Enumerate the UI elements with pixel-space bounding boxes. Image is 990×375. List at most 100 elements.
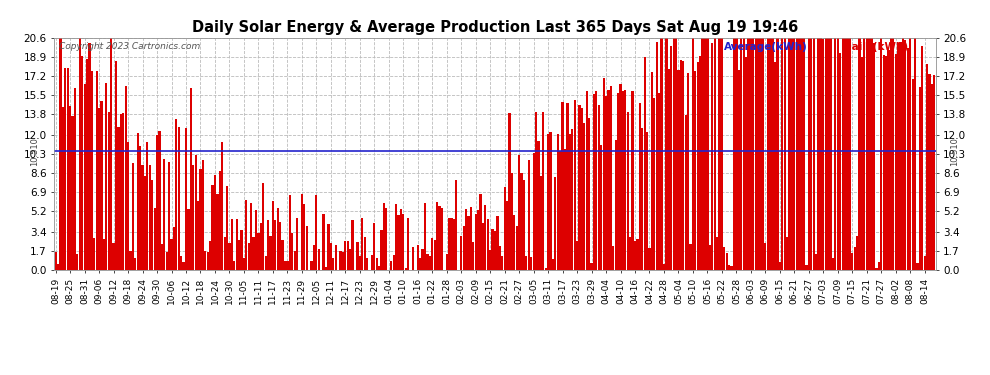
Bar	[568, 134, 571, 270]
Bar	[484, 205, 486, 270]
Bar	[333, 258, 335, 270]
Bar	[455, 180, 457, 270]
Bar	[653, 98, 655, 270]
Bar	[642, 128, 644, 270]
Bar	[914, 38, 916, 270]
Bar	[325, 267, 327, 270]
Bar	[709, 245, 711, 270]
Bar	[526, 256, 528, 270]
Bar	[221, 142, 224, 270]
Bar	[603, 78, 605, 270]
Bar	[711, 43, 714, 270]
Bar	[766, 39, 769, 270]
Bar	[583, 123, 585, 270]
Bar	[813, 38, 815, 270]
Bar	[214, 175, 216, 270]
Bar	[551, 260, 554, 270]
Bar	[556, 134, 559, 270]
Bar	[113, 243, 115, 270]
Bar	[757, 38, 759, 270]
Bar	[187, 209, 189, 270]
Bar	[535, 112, 538, 270]
Bar	[103, 240, 105, 270]
Bar	[672, 38, 675, 270]
Bar	[450, 219, 452, 270]
Bar	[246, 200, 248, 270]
Bar	[593, 94, 595, 270]
Bar	[465, 209, 467, 270]
Bar	[530, 257, 533, 270]
Bar	[627, 112, 629, 270]
Bar	[598, 105, 600, 270]
Bar	[675, 38, 677, 270]
Bar	[509, 113, 511, 270]
Bar	[96, 71, 98, 270]
Bar	[573, 100, 576, 270]
Bar	[105, 83, 108, 270]
Bar	[202, 160, 204, 270]
Bar	[549, 132, 551, 270]
Bar	[612, 246, 615, 270]
Bar	[380, 230, 383, 270]
Text: 10.510: 10.510	[31, 137, 40, 166]
Bar	[269, 236, 271, 270]
Bar	[561, 102, 563, 270]
Bar	[667, 69, 670, 270]
Bar	[125, 86, 127, 270]
Bar	[241, 231, 243, 270]
Bar	[276, 209, 279, 270]
Bar	[257, 233, 259, 270]
Bar	[195, 155, 197, 270]
Bar	[405, 268, 407, 270]
Bar	[875, 268, 877, 270]
Bar	[296, 218, 298, 270]
Bar	[692, 38, 694, 270]
Bar	[351, 219, 353, 270]
Bar	[622, 91, 624, 270]
Bar	[842, 38, 843, 270]
Bar	[439, 206, 441, 270]
Bar	[117, 127, 120, 270]
Bar	[902, 38, 904, 270]
Bar	[738, 70, 740, 270]
Bar	[706, 38, 709, 270]
Bar	[543, 112, 545, 270]
Bar	[252, 237, 254, 270]
Bar	[175, 119, 177, 270]
Bar	[660, 38, 662, 270]
Bar	[407, 218, 409, 270]
Bar	[315, 195, 318, 270]
Bar	[752, 38, 754, 270]
Text: Average(kWh): Average(kWh)	[724, 42, 808, 52]
Bar	[182, 262, 185, 270]
Bar	[719, 38, 721, 270]
Bar	[716, 237, 718, 270]
Bar	[491, 229, 494, 270]
Bar	[887, 50, 890, 270]
Bar	[749, 38, 752, 270]
Bar	[424, 203, 426, 270]
Bar	[303, 204, 305, 270]
Bar	[328, 224, 330, 270]
Bar	[212, 185, 214, 270]
Bar	[472, 242, 474, 270]
Bar	[291, 233, 293, 270]
Bar	[139, 146, 142, 270]
Bar	[796, 38, 798, 270]
Bar	[489, 250, 491, 270]
Bar	[863, 38, 865, 270]
Bar	[808, 38, 810, 270]
Bar	[192, 165, 194, 270]
Bar	[115, 61, 117, 270]
Bar	[523, 180, 525, 270]
Bar	[885, 56, 887, 270]
Bar	[284, 261, 286, 270]
Bar	[197, 201, 199, 270]
Bar	[544, 268, 546, 270]
Bar	[64, 68, 66, 270]
Bar	[655, 42, 657, 270]
Bar	[634, 241, 637, 270]
Bar	[840, 53, 842, 270]
Bar	[564, 148, 566, 270]
Bar	[904, 40, 907, 270]
